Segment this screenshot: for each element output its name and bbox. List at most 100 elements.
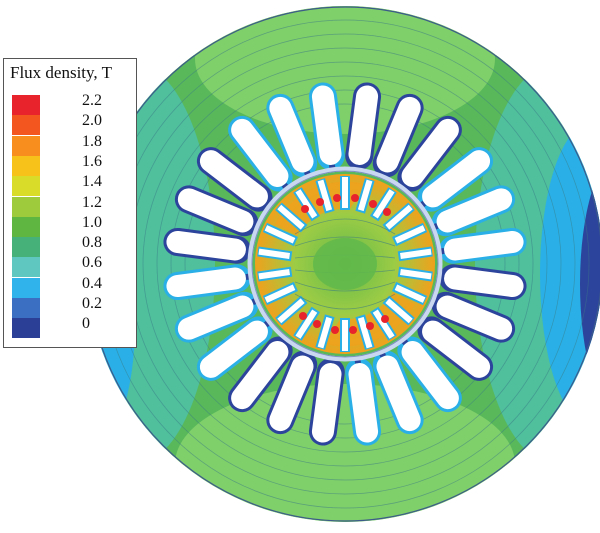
stator-slot-opening-20 — [199, 150, 268, 208]
rotor-peak-10 — [313, 320, 321, 328]
rotor-peak-11 — [299, 312, 307, 320]
rotor-slots — [257, 176, 433, 352]
legend-swatch-3 — [12, 155, 40, 176]
stator-slot-opening-12 — [311, 363, 342, 443]
legend-label-11: 0 — [82, 315, 90, 333]
legend-swatch-0 — [12, 95, 40, 115]
rotor-slot-opening-2 — [372, 189, 395, 219]
rotor-peak-0 — [301, 205, 309, 213]
stator-slot-opening-14 — [231, 341, 289, 410]
legend-label-4: 1.4 — [82, 173, 102, 191]
rotor-slot-7 — [392, 281, 428, 306]
stator-slot-opening-21 — [231, 118, 289, 187]
stator-slot-opening-13 — [269, 355, 314, 432]
rotor-peak-9 — [331, 326, 339, 334]
legend-label-10: 0.2 — [82, 295, 102, 312]
rotor-slot-14 — [275, 295, 308, 326]
stator-slot-5 — [438, 227, 527, 264]
legend-label-2: 1.8 — [82, 132, 102, 150]
rotor-slot-11 — [340, 318, 350, 352]
rotor-peak-4 — [369, 200, 377, 208]
yoke-flux-line-3 — [142, 61, 548, 467]
rotor-peak-7 — [366, 322, 374, 330]
legend-label-6: 1.0 — [82, 213, 102, 231]
legend-label-5: 1.2 — [82, 193, 102, 211]
legend-label-9: 0.4 — [82, 274, 102, 292]
rotor-slot-opening-7 — [394, 284, 426, 303]
rotor-slot-15 — [262, 281, 298, 306]
rotor-slot-12 — [315, 314, 335, 350]
stator-slot-opening-4 — [436, 188, 513, 233]
legend-label-3: 1.6 — [82, 152, 102, 170]
rotor-slot-3 — [382, 202, 415, 233]
legend-swatch-9 — [12, 277, 40, 298]
rotor-flux-line-1 — [294, 236, 396, 247]
legend-swatch-6 — [12, 216, 40, 237]
yoke-top-high — [195, 6, 495, 134]
rotor-slot-19 — [275, 202, 308, 233]
yoke-flux-line-2 — [156, 75, 534, 453]
stator-slot-opening-3 — [422, 150, 491, 208]
rotor-slot-opening-10 — [357, 316, 373, 349]
legend-swatch-5 — [12, 196, 40, 217]
rotor-peak-1 — [316, 198, 324, 206]
rotor-slot-opening-11 — [342, 320, 348, 351]
rotor-slot-opening-13 — [295, 309, 318, 339]
legend-label-8: 0.6 — [82, 254, 102, 272]
rotor-slot-opening-17 — [258, 248, 290, 259]
rotor-slot-0 — [340, 176, 350, 210]
rotor-slot-17 — [257, 246, 293, 262]
legend-swatch-11 — [12, 318, 40, 339]
air-gap-ring — [247, 166, 443, 362]
stator-slot-opening-16 — [177, 295, 254, 340]
stator-slot-opening-7 — [436, 295, 513, 340]
stator-slot-opening-5 — [444, 230, 524, 261]
rotor-slot-opening-19 — [277, 204, 305, 230]
rotor-slot-8 — [382, 295, 415, 326]
stator-slot-opening-19 — [177, 188, 254, 233]
legend-swatch-2 — [12, 135, 40, 156]
stator-slot-opening-8 — [422, 320, 491, 378]
legend-swatch-4 — [12, 176, 40, 197]
color-legend: Flux density, T 2.2 2.0 1.8 1.6 1.4 1.2 1.0 0.8… — [3, 58, 137, 348]
rotor-slot-opening-3 — [385, 204, 413, 230]
stator-slot-12 — [308, 357, 345, 446]
legend-label-1: 2.0 — [82, 112, 102, 130]
stator-slot-opening-9 — [401, 341, 459, 410]
rotor-slot-opening-20 — [295, 189, 318, 219]
rotor-slot-opening-9 — [372, 309, 395, 339]
stator-slot-opening-10 — [376, 355, 421, 432]
rotor-peak-6 — [381, 315, 389, 323]
stator-slot-23 — [308, 82, 345, 171]
stator-slot-opening-0 — [348, 85, 379, 165]
stator-slot-17 — [163, 264, 252, 301]
rotor-slot-opening-18 — [264, 225, 296, 244]
legend-swatch-8 — [12, 257, 40, 278]
rotor-slot-20 — [293, 187, 321, 222]
rotor-peak-3 — [351, 194, 359, 202]
rotor-slot-9 — [369, 306, 397, 341]
rotor-peak-8 — [349, 326, 357, 334]
rotor-slot-opening-12 — [317, 316, 333, 349]
rotor-slot-21 — [315, 178, 335, 214]
rotor-slot-opening-15 — [264, 284, 296, 303]
rotor-slot-2 — [369, 187, 397, 222]
stator-slot-11 — [345, 357, 382, 446]
stator-slot-opening-22 — [269, 96, 314, 173]
legend-label-0: 2.2 — [82, 92, 102, 109]
stator-slot-opening-2 — [401, 118, 459, 187]
stator-slot-0 — [345, 82, 382, 171]
rotor-slot-1 — [355, 178, 375, 214]
rotor-slot-opening-1 — [357, 179, 373, 212]
stator-slot-opening-1 — [376, 96, 421, 173]
rotor-slot-opening-16 — [258, 269, 290, 280]
rotor-slot-opening-5 — [400, 248, 432, 259]
rotor-center — [313, 238, 377, 290]
rotor-flux-line-0 — [294, 218, 396, 235]
rotor-peak-points — [299, 194, 391, 334]
yoke-bottom-high — [175, 384, 515, 522]
legend-title: Flux density, T — [10, 63, 113, 82]
rotor-slot-opening-0 — [342, 177, 348, 208]
